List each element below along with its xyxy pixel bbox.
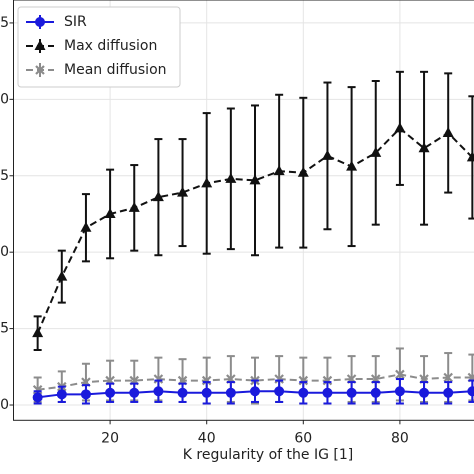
marker [34, 40, 46, 50]
x-axis-label: K regularity of the IG [1] [183, 447, 353, 463]
y-tick-label: 2.5 [0, 15, 9, 31]
marker [322, 375, 333, 386]
x-tick-label: 60 [294, 430, 312, 446]
y-tick-label: 1.0 [0, 244, 9, 260]
marker [321, 149, 333, 160]
marker [201, 177, 213, 188]
legend-box [17, 6, 181, 88]
marker [153, 386, 164, 397]
marker [177, 387, 188, 398]
marker [129, 387, 140, 398]
plot-frame [13, 0, 474, 421]
marker [322, 387, 333, 398]
marker [177, 186, 189, 197]
marker [443, 372, 453, 383]
marker [225, 387, 236, 398]
marker [466, 151, 474, 162]
marker [418, 142, 430, 153]
marker [274, 374, 284, 384]
marker [80, 389, 91, 400]
marker [346, 387, 357, 398]
marker [394, 122, 406, 133]
marker [297, 166, 309, 177]
marker [274, 386, 285, 397]
marker [104, 207, 116, 218]
marker [443, 387, 454, 398]
marker [80, 221, 92, 232]
marker [56, 270, 68, 281]
y-tick-label: 0.5 [0, 321, 9, 337]
y-tick-label: 1.5 [0, 168, 9, 184]
marker [201, 387, 212, 398]
marker [442, 126, 454, 137]
marker [467, 386, 474, 397]
marker [152, 191, 164, 202]
marker [105, 387, 116, 398]
x-tick-label: 20 [101, 430, 119, 446]
marker [35, 65, 45, 75]
marker [32, 392, 43, 403]
marker [394, 386, 405, 397]
marker [249, 174, 261, 185]
marker [370, 146, 382, 157]
marker [128, 201, 140, 212]
marker [35, 17, 45, 27]
marker [370, 387, 381, 398]
y-tick-label: 0.0 [0, 397, 9, 413]
y-tick-label: 2.0 [0, 91, 9, 107]
marker [346, 160, 358, 171]
marker [419, 387, 430, 398]
legend-label: Mean diffusion [64, 62, 167, 78]
marker [395, 369, 405, 380]
marker [56, 389, 67, 400]
legend-label: SIR [64, 14, 87, 30]
marker [153, 374, 164, 384]
marker [250, 386, 260, 397]
marker [225, 172, 237, 183]
marker [201, 375, 212, 386]
marker [298, 375, 309, 386]
marker [273, 165, 285, 176]
marker [298, 387, 309, 398]
marker [32, 384, 43, 395]
x-tick-label: 80 [391, 430, 409, 446]
legend-label: Max diffusion [64, 38, 157, 54]
marker [32, 327, 44, 338]
x-tick-label: 40 [198, 430, 216, 446]
